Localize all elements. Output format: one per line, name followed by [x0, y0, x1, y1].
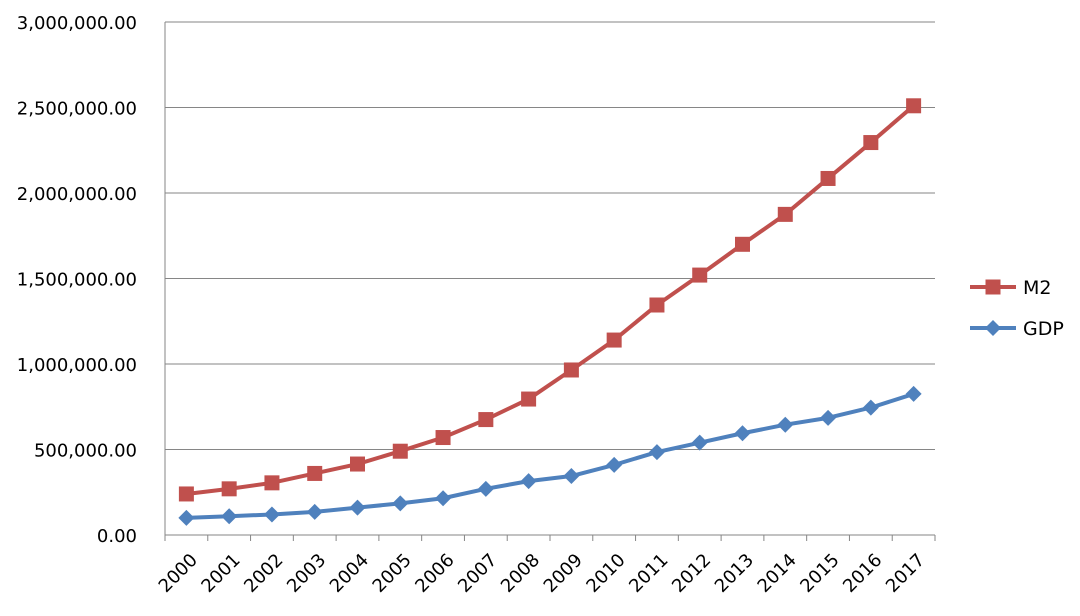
x-tick-label: 2004 — [326, 550, 373, 597]
y-tick-label: 3,000,000.00 — [17, 13, 137, 34]
m2-line — [186, 104, 915, 496]
x-tick-label: 2014 — [754, 550, 801, 597]
y-tick-label: 2,000,000.00 — [17, 184, 137, 205]
x-tick-label: 2006 — [411, 550, 458, 597]
x-tick-label: 2005 — [369, 550, 416, 597]
m2-point — [692, 267, 708, 283]
x-axis-tick-labels: 2000200120022003200420052006200720082009… — [155, 550, 929, 597]
gdp-point — [477, 480, 494, 497]
legend-item-gdp: GDP — [970, 318, 1064, 340]
legend: M2 GDP — [970, 277, 1064, 340]
gdp-point — [648, 444, 665, 461]
y-tick-label: 0.00 — [97, 526, 137, 547]
gdp-point — [306, 503, 323, 520]
gdp-point — [435, 490, 452, 507]
x-tick-label: 2001 — [197, 550, 244, 597]
y-tick-label: 1,000,000.00 — [17, 355, 137, 376]
m2-point — [735, 236, 750, 252]
gdp-line — [186, 392, 915, 520]
m2-point — [777, 206, 793, 222]
m2-point — [820, 170, 836, 186]
m2-point — [392, 443, 408, 459]
gdp-point — [392, 495, 409, 512]
x-tick-label: 2015 — [796, 550, 843, 597]
m2-point — [307, 465, 323, 481]
gdp-point — [820, 409, 837, 426]
gdp-point — [606, 456, 623, 473]
legend-item-m2: M2 — [970, 277, 1051, 299]
y-tick-label: 1,500,000.00 — [17, 270, 137, 291]
x-tick-label: 2008 — [497, 550, 544, 597]
x-tick-label: 2012 — [668, 550, 715, 597]
x-tick-label: 2003 — [283, 550, 330, 597]
gdp-point — [691, 434, 708, 451]
gridlines — [165, 21, 935, 536]
y-tick-label: 500,000.00 — [34, 441, 137, 462]
gdp-point — [563, 468, 580, 485]
m2-point — [563, 362, 579, 378]
legend-label-m2: M2 — [1023, 277, 1051, 299]
x-tick-label: 2017 — [882, 550, 929, 597]
series-m2 — [178, 98, 922, 502]
m2-point — [221, 481, 237, 497]
x-tick-label: 2010 — [582, 550, 629, 597]
gdp-point — [862, 399, 879, 416]
m2-point — [521, 391, 537, 407]
legend-marker-gdp — [985, 320, 1001, 336]
series-group — [178, 98, 922, 526]
m2-point — [606, 332, 622, 348]
m2-point — [649, 297, 665, 313]
m2-point — [863, 135, 879, 151]
gdp-point — [349, 499, 366, 516]
y-tick-label: 2,500,000.00 — [17, 99, 137, 120]
gdp-point — [905, 385, 922, 402]
series-gdp — [178, 385, 922, 526]
legend-label-gdp: GDP — [1023, 318, 1064, 340]
m2-point — [264, 475, 280, 491]
gdp-point — [520, 473, 537, 490]
m2-point — [435, 430, 451, 446]
axes — [164, 22, 936, 541]
gdp-point — [734, 425, 751, 442]
x-tick-label: 2013 — [711, 550, 758, 597]
x-tick-label: 2016 — [839, 550, 886, 597]
x-tick-label: 2000 — [155, 550, 202, 597]
y-axis-tick-labels: 0.00 500,000.00 1,000,000.00 1,500,000.00 2,… — [17, 13, 137, 547]
legend-marker-m2 — [985, 279, 1001, 295]
x-tick-label: 2002 — [240, 550, 287, 597]
m2-point — [906, 98, 922, 114]
gdp-point — [263, 506, 280, 523]
x-tick-label: 2011 — [625, 550, 672, 597]
gdp-point — [221, 508, 238, 525]
x-tick-label: 2007 — [454, 550, 501, 597]
gdp-point — [777, 416, 794, 433]
x-tick-label: 2009 — [540, 550, 587, 597]
m2-point — [350, 456, 365, 472]
gdp-point — [178, 509, 195, 526]
m2-point — [478, 412, 494, 428]
m2-point — [178, 486, 194, 502]
